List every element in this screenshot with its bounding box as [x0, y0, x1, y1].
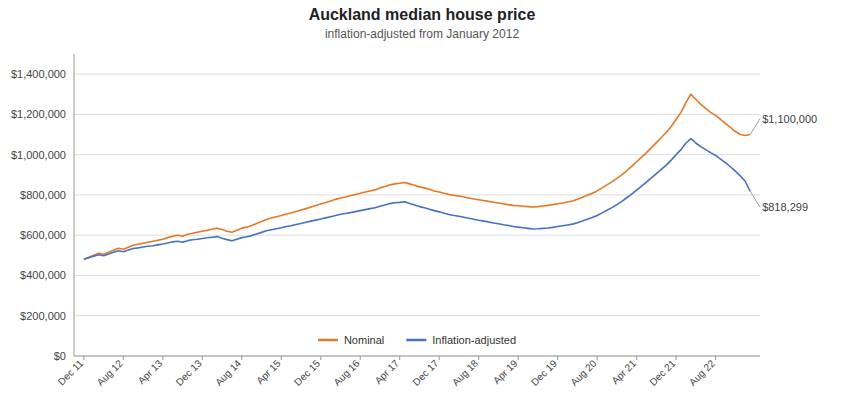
grid-line: [74, 356, 760, 357]
x-tick-label: Apr 17: [373, 357, 402, 386]
x-tick: [715, 356, 716, 360]
x-tick-label: Aug 20: [568, 357, 598, 387]
x-axis-line: [74, 356, 760, 357]
grid-line: [74, 74, 760, 75]
x-tick-label: Aug 14: [213, 357, 243, 387]
x-axis: Dec 11 Aug 12 Apr 13 Dec 13 Aug 14 Apr 15 Dec …: [56, 356, 760, 388]
subtitle: inflation-adjusted from January 2012: [325, 27, 519, 41]
x-tick-label: Apr 19: [491, 357, 520, 386]
y-tick-label: $400,000: [20, 269, 66, 281]
series-line: [84, 139, 750, 260]
x-tick: [597, 356, 598, 360]
x-tick: [676, 356, 677, 360]
x-tick: [478, 356, 479, 360]
annotation: $818,299: [762, 201, 808, 213]
x-tick-label: Aug 16: [331, 357, 361, 387]
annotation: $1,100,000: [762, 113, 817, 125]
x-tick: [636, 356, 637, 360]
y-tick-label: $600,000: [20, 229, 66, 241]
legend-swatch: [318, 339, 338, 342]
legend: Nominal Inflation-adjusted: [318, 334, 516, 346]
x-tick: [162, 356, 163, 360]
x-tick-label: Dec 19: [529, 357, 559, 387]
legend-label: Nominal: [344, 334, 384, 346]
x-tick-label: Aug 12: [95, 357, 125, 387]
x-tick: [320, 356, 321, 360]
legend-label: Inflation-adjusted: [432, 334, 516, 346]
x-tick: [557, 356, 558, 360]
title: Auckland median house price: [309, 6, 536, 23]
x-tick-label: Aug 18: [450, 357, 480, 387]
x-tick-label: Dec 11: [56, 357, 86, 387]
y-tick-label: $1,000,000: [11, 149, 66, 161]
x-tick: [123, 356, 124, 360]
legend-item: Nominal: [318, 334, 384, 346]
annotations: $1,100,000 $818,299: [750, 113, 817, 214]
y-tick-label: $1,200,000: [11, 108, 66, 120]
x-tick: [281, 356, 282, 360]
x-tick: [439, 356, 440, 360]
y-axis: $0 $200,000 $400,000 $600,000 $800,000 $1,000…: [11, 54, 760, 362]
y-tick-label: $1,400,000: [11, 68, 66, 80]
chart: Auckland median house price inflation-adj…: [0, 0, 844, 400]
lines: [84, 94, 750, 259]
y-axis-line: [74, 54, 75, 356]
x-tick: [360, 356, 361, 360]
grid-line: [74, 114, 760, 115]
y-tick-label: $200,000: [20, 310, 66, 322]
grid-line: [74, 194, 760, 195]
x-tick-label: Dec 13: [174, 357, 204, 387]
x-tick-label: Dec 15: [292, 357, 322, 387]
x-tick-label: Apr 21: [609, 357, 638, 386]
annotation-leader: [750, 119, 760, 135]
x-tick: [83, 356, 84, 360]
x-tick: [518, 356, 519, 360]
x-tick: [399, 356, 400, 360]
legend-item: Inflation-adjusted: [406, 334, 516, 346]
annotation-leader: [750, 191, 760, 207]
series-line: [84, 94, 750, 259]
x-tick-label: Apr 13: [136, 357, 165, 386]
x-tick: [202, 356, 203, 360]
y-tick-label: $0: [54, 350, 66, 362]
x-tick-label: Aug 22: [687, 357, 717, 387]
x-tick-label: Dec 21: [647, 357, 677, 387]
x-tick-label: Apr 15: [254, 357, 283, 386]
y-tick-label: $800,000: [20, 189, 66, 201]
grid-line: [74, 315, 760, 316]
grid-line: [74, 275, 760, 276]
x-tick-label: Dec 17: [410, 357, 440, 387]
grid-line: [74, 154, 760, 155]
legend-swatch: [406, 339, 426, 342]
x-tick: [241, 356, 242, 360]
